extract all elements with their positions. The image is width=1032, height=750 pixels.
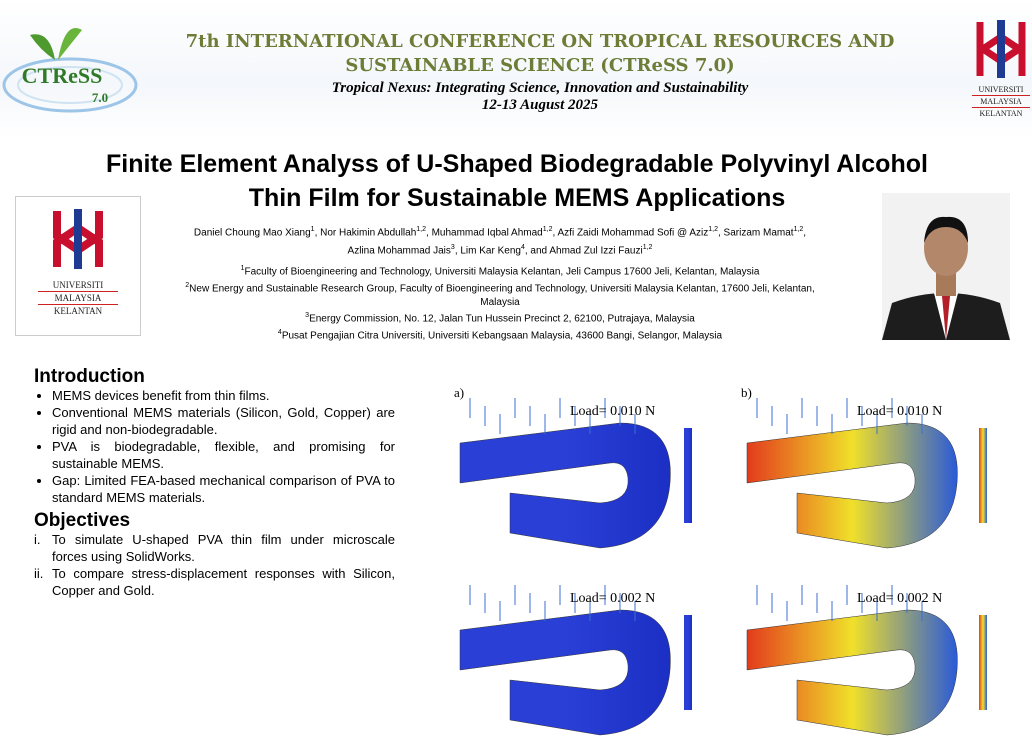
affiliation-number: 2 bbox=[185, 281, 190, 289]
author-name: , Azfi Zaidi Mohammad Sofi @ Aziz bbox=[552, 227, 709, 239]
section-heading: Introduction bbox=[34, 366, 145, 387]
author-affiliation: 1 bbox=[310, 226, 315, 233]
authors: Daniel Choung Mao Xiang1, Nor Hakimin Ab… bbox=[180, 222, 820, 259]
affiliation: 2New Energy and Sustainable Research Gro… bbox=[170, 279, 830, 309]
author-name: , Nor Hakimin Abdullah bbox=[314, 227, 417, 239]
logo-title: CTReSS bbox=[22, 63, 103, 88]
figure-label: a) bbox=[454, 385, 464, 400]
umk-emblem bbox=[976, 20, 1026, 78]
objectives-list: i. To simulate U-shaped PVA thin film und… bbox=[34, 531, 395, 599]
load-label: Load= 0.010 N bbox=[857, 404, 942, 419]
conference-theme: Tropical Nexus: Integrating Science, Inn… bbox=[331, 80, 749, 96]
objective-marker: i. bbox=[34, 532, 41, 547]
poster: CTReSS 7.0 7th INTERNATIONAL CONFERENCE … bbox=[0, 0, 1032, 607]
u-film bbox=[746, 609, 958, 736]
umk-text: UNIVERSITI MALAYSIA KELANTAN bbox=[38, 279, 118, 317]
author-name: , Muhammad Iqbal Ahmad bbox=[426, 227, 543, 239]
u-film bbox=[459, 422, 671, 549]
umk-line: MALAYSIA bbox=[38, 291, 118, 304]
intro-item: Gap: Limited FEA-based mechanical compar… bbox=[52, 472, 395, 506]
author-affiliation: 1,2 bbox=[708, 226, 718, 233]
objective-marker: ii. bbox=[34, 566, 44, 581]
author-name: , Sarizam Mamat bbox=[717, 227, 794, 239]
umk-line: UNIVERSITI bbox=[978, 85, 1024, 94]
intro-item: PVA is biodegradable, flexible, and prom… bbox=[52, 438, 395, 472]
affiliation: 1Faculty of Bioengineering and Technolog… bbox=[170, 262, 830, 279]
affiliation-text: Faculty of Bioengineering and Technology… bbox=[244, 266, 760, 278]
conference-title: 7th INTERNATIONAL CONFERENCE ON TROPICAL… bbox=[185, 31, 895, 76]
author-affiliation: 1,2 bbox=[542, 226, 553, 233]
affiliation-text: Pusat Pengajian Citra Universiti, Univer… bbox=[281, 330, 723, 342]
author-affiliation: 1,2 bbox=[642, 244, 653, 252]
simulation-figure: b) Load= 0.010 N bbox=[737, 383, 1010, 563]
objective-text: To simulate U-shaped PVA thin film under… bbox=[52, 532, 395, 564]
load-label: Load= 0.002 N bbox=[570, 591, 655, 606]
umk-line: KELANTAN bbox=[38, 304, 118, 317]
color-scale bbox=[979, 428, 987, 523]
intro-item: MEMS devices benefit from thin films. bbox=[52, 387, 395, 404]
umk-emblem bbox=[53, 209, 103, 269]
author-name: , and Ahmad Zul Izzi Fauzi bbox=[524, 245, 643, 257]
author-affiliation: 3 bbox=[450, 244, 455, 252]
intro-item: Conventional MEMS materials (Silicon, Go… bbox=[52, 404, 395, 438]
conference-dates: 12-13 August 2025 bbox=[481, 97, 599, 113]
objective-text: To compare stress-displacement responses… bbox=[52, 566, 395, 598]
u-film bbox=[459, 609, 671, 736]
simulation-figure: Load= 0.002 N bbox=[737, 570, 1010, 750]
umk-line: MALAYSIA bbox=[972, 95, 1030, 107]
simulation-figure: a) Load= 0.010 N bbox=[450, 383, 732, 563]
affiliations: 1Faculty of Bioengineering and Technolog… bbox=[170, 262, 830, 343]
affiliation-text: Energy Commission, No. 12, Jalan Tun Hus… bbox=[309, 313, 695, 325]
author-photo bbox=[882, 193, 1010, 340]
color-scale bbox=[684, 615, 692, 710]
section-heading: Objectives bbox=[34, 510, 131, 531]
objective-item: ii. To compare stress-displacement respon… bbox=[34, 565, 395, 599]
simulation-figure: Load= 0.002 N bbox=[450, 570, 732, 750]
intro-list: MEMS devices benefit from thin films.Con… bbox=[34, 387, 395, 506]
umk-line: KELANTAN bbox=[972, 107, 1030, 119]
affiliation: 4Pusat Pengajian Citra Universiti, Unive… bbox=[170, 326, 830, 343]
author-name: , Azlina Mohammad Jais bbox=[347, 227, 807, 257]
umk-logo-right: UNIVERSITI MALAYSIA KELANTAN bbox=[972, 18, 1030, 119]
ctress-logo: CTReSS 7.0 bbox=[2, 28, 138, 113]
affiliation: 3Energy Commission, No. 12, Jalan Tun Hu… bbox=[170, 309, 830, 326]
affiliation-number: 4 bbox=[277, 328, 282, 336]
author-affiliation: 4 bbox=[520, 244, 525, 252]
affiliation-number: 1 bbox=[240, 265, 245, 272]
load-label: Load= 0.002 N bbox=[857, 591, 942, 606]
umk-text: UNIVERSITI MALAYSIA KELANTAN bbox=[972, 84, 1030, 119]
author-name: Daniel Choung Mao Xiang bbox=[193, 227, 311, 239]
color-scale bbox=[684, 428, 692, 523]
umk-logo-left: UNIVERSITI MALAYSIA KELANTAN bbox=[15, 196, 141, 336]
affiliation-number: 3 bbox=[305, 312, 310, 320]
logo-version: 7.0 bbox=[92, 90, 108, 105]
header-band bbox=[0, 0, 1032, 138]
objective-item: i. To simulate U-shaped PVA thin film und… bbox=[34, 531, 395, 565]
umk-line: UNIVERSITI bbox=[52, 280, 104, 290]
figure-label: b) bbox=[741, 385, 752, 400]
paper-title: Finite Element Analyss of U-Shaped Biode… bbox=[106, 150, 928, 212]
load-label: Load= 0.010 N bbox=[570, 404, 655, 419]
u-film bbox=[746, 422, 958, 549]
text-column: Introduction MEMS devices benefit from t… bbox=[34, 366, 395, 601]
author-affiliation: 1,2 bbox=[416, 226, 427, 233]
author-affiliation: 1,2 bbox=[793, 226, 804, 233]
author-name: , Lim Kar Keng bbox=[454, 245, 521, 257]
affiliation-text: New Energy and Sustainable Research Grou… bbox=[189, 283, 815, 308]
color-scale bbox=[979, 615, 987, 710]
